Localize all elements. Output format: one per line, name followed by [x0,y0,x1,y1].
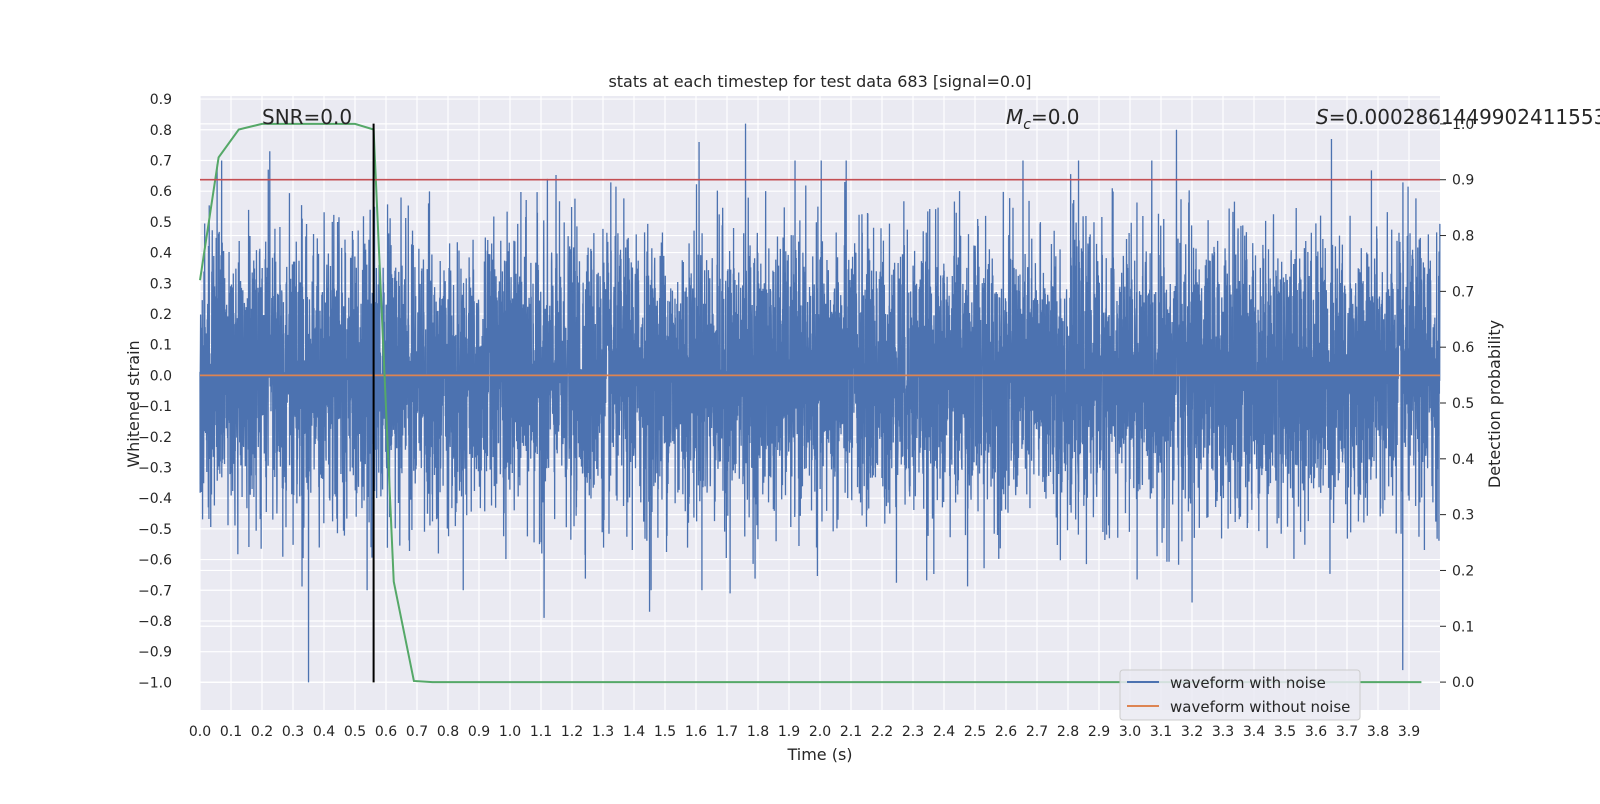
y-tick-label: 0.9 [150,92,172,108]
y-axis-label: Whitened strain [124,340,143,467]
y-tick-label: −0.3 [138,460,172,476]
x-tick-label: 1.0 [499,724,521,740]
legend-box [1119,669,1361,721]
mc-symbol: M [1006,105,1023,129]
x-tick-label: 1.3 [592,724,614,740]
y-tick-label: −0.7 [138,583,172,599]
mc-value: =0.0 [1031,105,1080,129]
x-tick-label: 1.8 [747,724,769,740]
x-tick-label: 0.4 [313,724,335,740]
x-tick-label: 3.8 [1367,724,1389,740]
x-tick-label: 3.6 [1305,724,1327,740]
x-tick-label: 1.1 [530,724,552,740]
x-tick-label: 0.8 [437,724,459,740]
x-tick-label: 2.7 [1026,724,1048,740]
y-tick-label: −0.2 [138,430,172,446]
y2-tick-label: 0.4 [1452,452,1474,468]
x-tick-label: 0.0 [189,724,211,740]
y-tick-label: 0.1 [150,338,172,354]
y2-tick-label: 0.6 [1452,340,1474,356]
x-tick-label: 1.4 [623,724,645,740]
s-symbol: S [1316,105,1329,129]
y-tick-label: 0.0 [150,368,172,384]
s-annotation: S=0.00028614499024115536 [1316,105,1600,129]
y-tick-label: 0.5 [150,215,172,231]
y-tick-label: 0.3 [150,276,172,292]
y2-tick-label: 0.2 [1452,563,1474,579]
x-tick-label: 3.1 [1150,724,1172,740]
mc-subscript: c [1023,117,1031,133]
y2-tick-label: 0.7 [1452,284,1474,300]
legend-label-waveform-without-noise: waveform without noise [1170,698,1350,716]
x-tick-label: 0.2 [251,724,273,740]
axes-layer: 0.0 0.1 0.2 0.3 0.4 0.5 0.6 0.7 0.8 0.9 1.0 1.1 1.2 1… [138,92,1474,740]
x-tick-label: 1.9 [778,724,800,740]
y-tick-label: −0.5 [138,522,172,538]
x-tick-label: 2.8 [1057,724,1079,740]
y-tick-label: −0.1 [138,399,172,415]
x-tick-label: 3.0 [1119,724,1141,740]
y2-axis-label: Detection probability [1485,320,1504,488]
y-tick-label: −1.0 [138,675,172,691]
x-tick-label: 2.4 [933,724,955,740]
x-tick-label: 3.3 [1212,724,1234,740]
series-layer [199,122,1441,684]
y-tick-label: 0.6 [150,184,172,200]
y-tick-label: −0.6 [138,553,172,569]
x-tick-label: 2.1 [840,724,862,740]
y-tick-label: −0.4 [138,491,172,507]
chirp-mass-annotation: Mc=0.0 [1006,105,1080,133]
chart-title: stats at each timestep for test data 683… [608,72,1031,91]
y-tick-label: −0.9 [138,645,172,661]
y2-tick-label: 0.8 [1452,229,1474,245]
x-tick-label: 0.9 [468,724,490,740]
x-tick-label: 0.7 [406,724,428,740]
x-tick-label: 2.6 [995,724,1017,740]
x-tick-label: 3.5 [1274,724,1296,740]
x-tick-label: 1.5 [654,724,676,740]
x-tick-label: 0.1 [220,724,242,740]
x-tick-label: 0.6 [375,724,397,740]
y2-tick-label: 0.9 [1452,173,1474,189]
x-tick-label: 1.6 [685,724,707,740]
y2-tick-label: 0.5 [1452,396,1474,412]
x-tick-label: 3.4 [1243,724,1265,740]
y2-tick-label: 1.0 [1452,117,1474,133]
y2-tick-label: 0.3 [1452,508,1474,524]
x-axis-label: Time (s) [786,745,852,764]
x-tick-label: 3.9 [1398,724,1420,740]
y2-tick-label: 0.1 [1452,619,1474,635]
y-tick-label: 0.2 [150,307,172,323]
x-tick-label: 2.9 [1088,724,1110,740]
y2-tick-label: 0.0 [1452,675,1474,691]
x-tick-label: 2.5 [964,724,986,740]
y-tick-label: 0.4 [150,246,172,262]
y-tick-label: −0.8 [138,614,172,630]
legend-label-waveform-with-noise: waveform with noise [1170,674,1326,692]
y-tick-label: 0.8 [150,123,172,139]
series-line-detection-probability [199,122,1422,684]
x-tick-label: 2.3 [902,724,924,740]
legend: waveform with noise waveform without noi… [1119,669,1361,721]
x-tick-label: 1.7 [716,724,738,740]
series-line-waveform-with-noise [199,123,1441,683]
x-tick-label: 0.3 [282,724,304,740]
s-value: =0.00028614499024115536 [1329,105,1600,129]
snr-annotation: SNR=0.0 [262,105,352,129]
x-tick-label: 3.7 [1336,724,1358,740]
x-tick-label: 3.2 [1181,724,1203,740]
y-tick-label: 0.7 [150,153,172,169]
x-tick-label: 0.5 [344,724,366,740]
x-tick-label: 1.2 [561,724,583,740]
x-tick-label: 2.0 [809,724,831,740]
x-tick-label: 2.2 [871,724,893,740]
